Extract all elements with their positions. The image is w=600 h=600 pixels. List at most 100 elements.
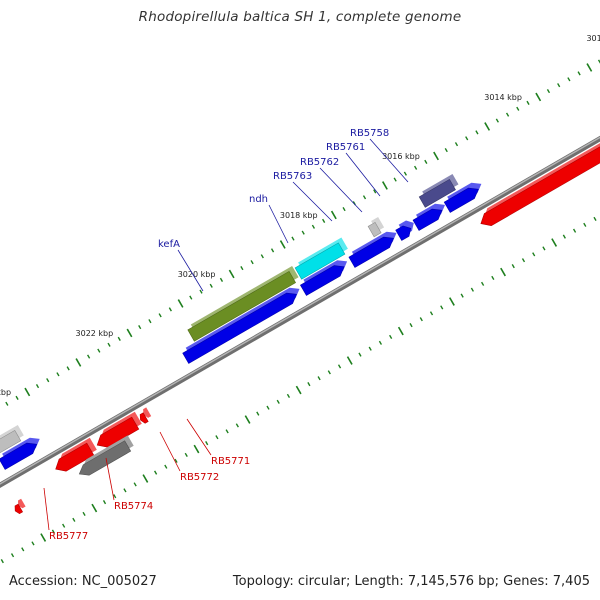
reverse-gene-label: RB5774 bbox=[114, 501, 153, 512]
minor-tick bbox=[219, 277, 224, 282]
minor-tick bbox=[148, 319, 152, 324]
minor-tick bbox=[403, 171, 407, 176]
tick-ruler-lower bbox=[0, 216, 597, 564]
minor-tick bbox=[389, 334, 393, 340]
minor-tick bbox=[35, 383, 40, 389]
minor-tick bbox=[358, 352, 362, 357]
kbp-tick-label: 3016 kbp bbox=[382, 152, 420, 161]
minor-tick bbox=[266, 405, 270, 410]
gene-RB5771-front bbox=[97, 417, 139, 448]
major-tick bbox=[500, 267, 506, 277]
gene-RB5772 bbox=[55, 437, 97, 472]
minor-tick bbox=[317, 376, 321, 381]
minor-tick bbox=[168, 307, 172, 312]
minor-tick bbox=[521, 258, 526, 263]
minor-tick bbox=[158, 313, 162, 318]
minor-tick bbox=[113, 494, 117, 499]
forward-label-0: RB5758 bbox=[350, 128, 409, 183]
forward-label-leader bbox=[292, 181, 333, 222]
gene-kefA-front bbox=[187, 271, 296, 342]
major-tick bbox=[75, 358, 82, 367]
forward-label-leader bbox=[177, 249, 204, 292]
minor-tick bbox=[368, 346, 372, 351]
gene-red-right-edge bbox=[480, 146, 600, 227]
minor-tick bbox=[205, 441, 209, 446]
minor-tick bbox=[440, 305, 444, 310]
major-tick bbox=[142, 474, 149, 483]
gene-blue-1-edge bbox=[182, 292, 297, 364]
minor-tick bbox=[419, 317, 423, 322]
minor-tick bbox=[62, 523, 66, 528]
minor-tick bbox=[327, 370, 331, 375]
major-tick bbox=[535, 92, 542, 102]
forward-label-leader bbox=[268, 204, 289, 244]
minor-tick bbox=[15, 395, 19, 400]
forward-gene-label: RB5761 bbox=[326, 142, 365, 153]
minor-tick bbox=[393, 177, 397, 182]
gene-red-small-edge bbox=[139, 412, 149, 424]
minor-tick bbox=[235, 423, 239, 428]
gene-blue-4 bbox=[395, 220, 414, 241]
minor-tick bbox=[184, 452, 188, 458]
forward-label-leader bbox=[345, 152, 381, 197]
minor-tick bbox=[0, 559, 4, 564]
minor-tick bbox=[322, 218, 326, 223]
forward-gene-label: RB5758 bbox=[350, 128, 389, 139]
gene-blue-2-edge bbox=[299, 265, 345, 296]
reverse-label-leader bbox=[43, 487, 50, 531]
gene-RB5777-edge bbox=[14, 503, 24, 515]
accession-label: Accession: NC_005027 bbox=[9, 574, 157, 589]
minor-tick bbox=[66, 366, 70, 371]
minor-tick bbox=[424, 159, 428, 164]
minor-tick bbox=[291, 236, 295, 241]
minor-tick bbox=[516, 106, 520, 111]
gene-blue-left-1-edge bbox=[0, 442, 38, 470]
minor-tick bbox=[215, 435, 219, 440]
minor-tick bbox=[10, 553, 15, 558]
gene-blue-2 bbox=[299, 260, 348, 296]
reverse-label-leader bbox=[159, 431, 181, 472]
minor-tick bbox=[583, 222, 587, 227]
minor-tick bbox=[31, 541, 35, 546]
major-tick bbox=[382, 181, 388, 190]
gene-blue-3-front bbox=[348, 237, 394, 268]
minor-tick bbox=[593, 216, 597, 222]
gene-blue-6-front bbox=[444, 188, 479, 213]
minor-tick bbox=[82, 511, 86, 517]
minor-tick bbox=[5, 401, 9, 406]
reverse-gene-label: RB5771 bbox=[211, 456, 250, 467]
major-tick bbox=[24, 387, 31, 397]
gene-blue-left-1 bbox=[0, 437, 40, 470]
minor-tick bbox=[117, 336, 121, 341]
major-tick bbox=[397, 326, 404, 336]
major-tick bbox=[484, 122, 491, 131]
minor-tick bbox=[373, 189, 377, 194]
gene-kefA bbox=[187, 266, 299, 342]
minor-tick bbox=[240, 265, 244, 271]
minor-tick bbox=[378, 340, 383, 345]
minor-tick bbox=[465, 136, 469, 141]
minor-tick bbox=[577, 71, 581, 76]
minor-tick bbox=[495, 118, 499, 123]
major-tick bbox=[40, 533, 47, 542]
forward-label-1: RB5761 bbox=[326, 142, 381, 197]
gene-blue-6 bbox=[443, 182, 482, 213]
minor-tick bbox=[460, 293, 464, 298]
forward-label-leader bbox=[319, 167, 363, 213]
forward-gene-label: ndh bbox=[249, 194, 268, 205]
minor-tick bbox=[429, 311, 434, 316]
backbone-highlight bbox=[0, 136, 600, 485]
forward-label-leader bbox=[369, 138, 409, 183]
gene-RB5777-top bbox=[18, 498, 26, 509]
gene-blue-2-front bbox=[300, 265, 345, 296]
gene-RB5763 bbox=[367, 217, 385, 238]
reverse-gene-label: RB5772 bbox=[180, 472, 219, 483]
reverse-label-leader bbox=[105, 457, 115, 501]
gene-blue-5-edge bbox=[412, 208, 443, 231]
gene-blue-5 bbox=[412, 203, 445, 231]
forward-label-3: RB5763 bbox=[273, 171, 333, 222]
gene-RB5763-edge bbox=[367, 221, 382, 238]
minor-tick bbox=[572, 228, 577, 233]
